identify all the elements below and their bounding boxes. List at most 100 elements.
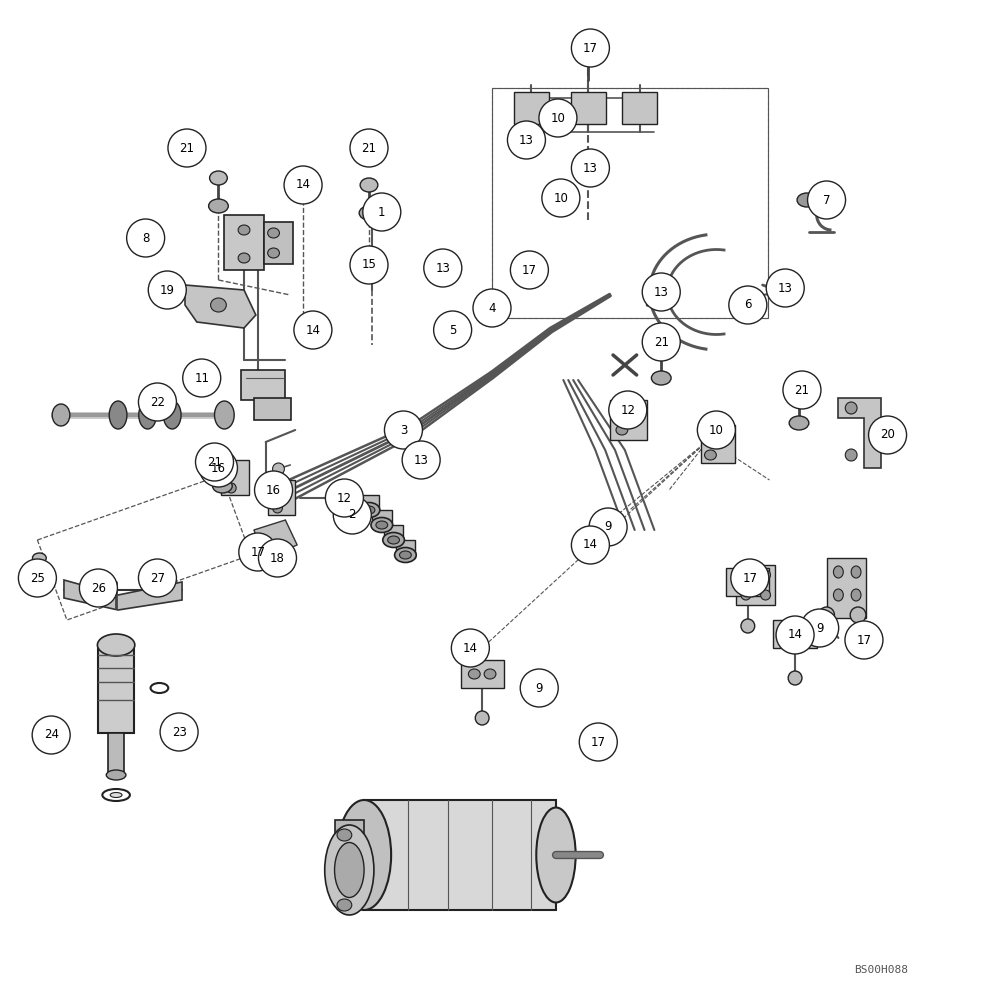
Bar (268, 480, 295, 515)
Circle shape (643, 323, 680, 361)
Circle shape (767, 269, 804, 307)
Bar (622, 92, 657, 124)
Text: 14: 14 (295, 178, 311, 192)
Ellipse shape (97, 634, 135, 656)
Ellipse shape (359, 206, 379, 220)
Text: 21: 21 (207, 456, 222, 468)
Ellipse shape (789, 416, 809, 430)
Text: 12: 12 (337, 491, 352, 504)
Circle shape (845, 621, 883, 659)
Ellipse shape (213, 479, 232, 493)
Circle shape (572, 526, 609, 564)
Bar (335, 820, 364, 890)
Ellipse shape (741, 590, 751, 600)
Ellipse shape (268, 228, 279, 238)
Text: 8: 8 (142, 232, 150, 244)
Bar (364, 800, 556, 910)
Ellipse shape (468, 669, 480, 679)
Circle shape (698, 411, 735, 449)
Ellipse shape (238, 253, 250, 263)
Text: 18: 18 (270, 552, 285, 564)
Ellipse shape (851, 566, 861, 578)
Circle shape (326, 479, 363, 517)
Ellipse shape (325, 825, 374, 915)
Ellipse shape (741, 570, 751, 580)
Bar (773, 620, 817, 648)
Bar (701, 425, 735, 463)
Ellipse shape (273, 485, 282, 495)
Circle shape (284, 166, 322, 204)
Circle shape (334, 496, 371, 534)
Text: 7: 7 (823, 194, 830, 207)
Ellipse shape (110, 792, 122, 798)
Bar (254, 398, 291, 420)
Circle shape (239, 533, 277, 571)
Ellipse shape (705, 430, 716, 440)
Bar (492, 88, 768, 318)
Ellipse shape (215, 401, 234, 429)
Circle shape (183, 359, 220, 397)
Bar (108, 733, 124, 773)
Ellipse shape (273, 503, 282, 513)
Bar (221, 460, 249, 495)
Text: 22: 22 (150, 395, 165, 408)
Text: 9: 9 (816, 621, 824, 635)
Ellipse shape (337, 899, 352, 911)
Text: 10: 10 (550, 111, 566, 124)
Ellipse shape (214, 451, 231, 465)
Bar (726, 568, 769, 596)
Text: 13: 13 (519, 133, 534, 146)
Ellipse shape (388, 536, 400, 544)
Text: 21: 21 (361, 141, 377, 154)
Ellipse shape (851, 589, 861, 601)
Ellipse shape (705, 450, 716, 460)
Circle shape (196, 443, 233, 481)
Circle shape (363, 193, 400, 231)
Ellipse shape (833, 589, 843, 601)
Ellipse shape (337, 829, 352, 841)
Text: 17: 17 (856, 634, 872, 647)
Text: 16: 16 (266, 484, 281, 496)
Bar (384, 525, 403, 543)
Circle shape (149, 271, 186, 309)
Circle shape (139, 559, 176, 597)
Text: 4: 4 (488, 302, 496, 314)
Text: 17: 17 (250, 546, 266, 558)
Circle shape (801, 609, 838, 647)
Polygon shape (185, 285, 256, 328)
Circle shape (643, 273, 680, 311)
Text: 16: 16 (211, 462, 226, 475)
Text: 6: 6 (744, 298, 752, 312)
Circle shape (160, 713, 198, 751)
Ellipse shape (616, 425, 628, 435)
Circle shape (539, 99, 577, 137)
Text: 5: 5 (449, 324, 457, 336)
Text: 20: 20 (880, 428, 895, 442)
Bar (359, 495, 379, 513)
Circle shape (19, 559, 56, 597)
Circle shape (869, 416, 906, 454)
Ellipse shape (781, 629, 793, 639)
Ellipse shape (337, 800, 392, 910)
Ellipse shape (819, 607, 834, 623)
Ellipse shape (845, 402, 857, 414)
Circle shape (294, 311, 332, 349)
Text: 15: 15 (361, 258, 377, 271)
Text: 13: 13 (413, 454, 429, 466)
Ellipse shape (395, 548, 416, 562)
Text: 1: 1 (378, 206, 386, 219)
Text: 10: 10 (553, 192, 569, 205)
Text: 24: 24 (43, 728, 59, 742)
Ellipse shape (358, 502, 380, 518)
Text: 13: 13 (653, 286, 669, 298)
Circle shape (80, 569, 117, 607)
Circle shape (350, 246, 388, 284)
Text: 2: 2 (348, 508, 356, 522)
Bar (610, 400, 647, 440)
Ellipse shape (788, 671, 802, 685)
Ellipse shape (750, 577, 762, 587)
Polygon shape (64, 580, 182, 610)
Circle shape (452, 629, 489, 667)
Circle shape (434, 311, 471, 349)
Ellipse shape (273, 463, 284, 475)
